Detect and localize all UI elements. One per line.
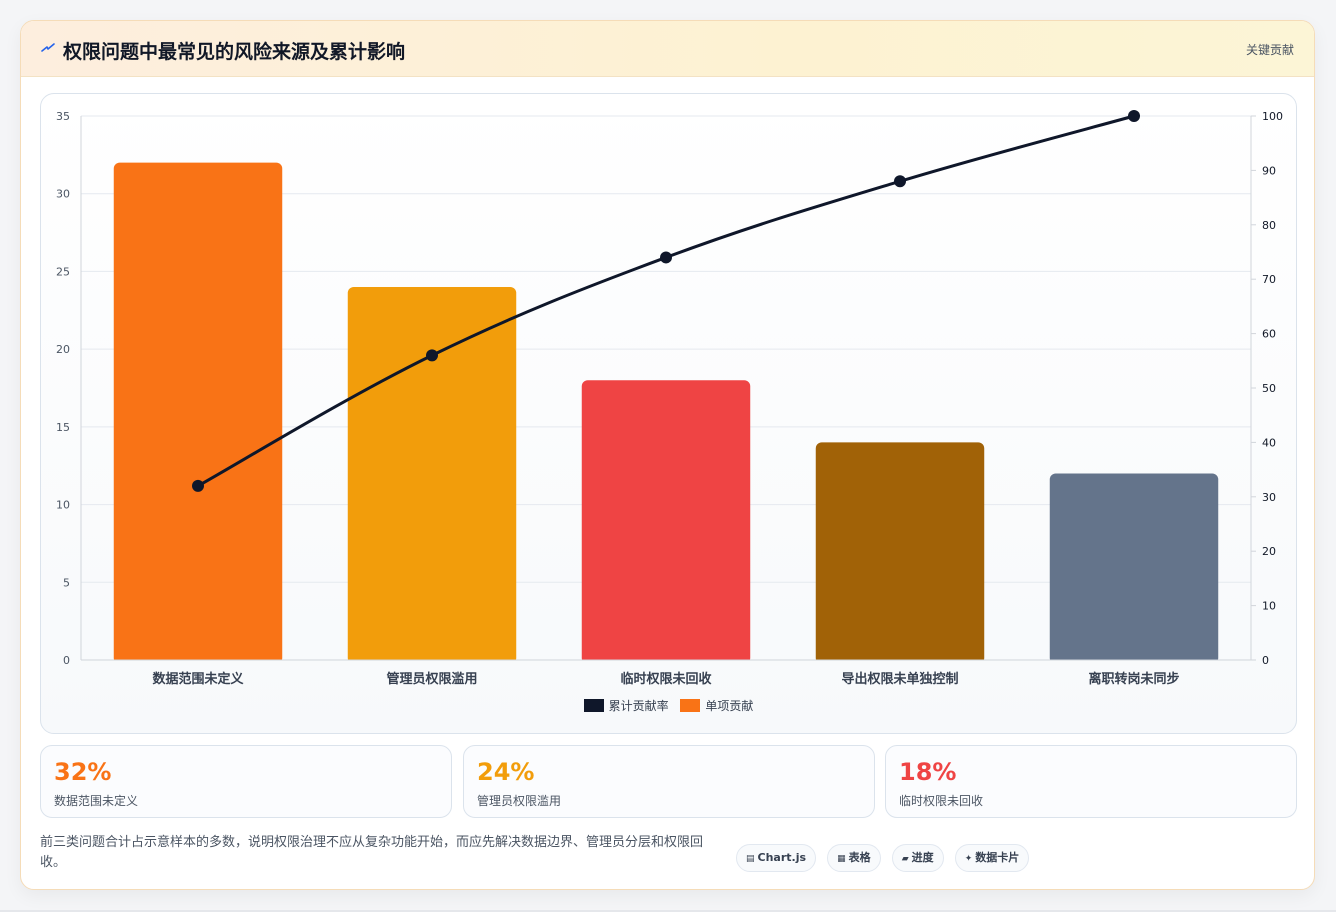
y-right-tick-label: 100 [1262, 110, 1283, 123]
legend-item-cumulative[interactable]: 累计贡献率 [583, 697, 669, 714]
pareto-chart: 0 5 10 15 20 25 30 35 0 10 20 30 40 50 60 70 80 90 100 数据范围… [56, 110, 1283, 687]
stat-label: 数据范围未定义 [54, 794, 139, 808]
y-left-tick-label: 30 [56, 188, 70, 201]
legend-swatch-cumulative [583, 699, 604, 712]
chart-legend: 累计贡献率 单项贡献 [41, 697, 1296, 714]
x-tick-label: 临时权限未回收 [620, 671, 712, 687]
cumulative-point [426, 349, 438, 362]
cumulative-point [1128, 110, 1140, 122]
chip-chartjs[interactable]: ▤ Chart.js [736, 844, 817, 872]
stat-card-data-scope: 32% 数据范围未定义 [40, 745, 452, 818]
chip-data-card[interactable]: ✦ 数据卡片 [954, 844, 1030, 872]
y-right-tick-label: 30 [1262, 491, 1276, 504]
stat-card-temp-permission: 18% 临时权限未回收 [885, 745, 1297, 818]
y-right-tick-label: 10 [1262, 600, 1276, 613]
stat-label: 临时权限未回收 [899, 794, 984, 808]
y-right-tick-label: 80 [1262, 219, 1276, 232]
window-bottom-edge [0, 910, 1336, 912]
bar [113, 162, 283, 664]
legend-label-cumulative: 累计贡献率 [608, 699, 669, 713]
y-right-tick-label: 0 [1262, 654, 1269, 667]
x-tick-label: 数据范围未定义 [152, 671, 244, 687]
x-tick-label: 离职转岗未同步 [1088, 671, 1179, 687]
table-icon: ▦ [837, 854, 846, 864]
lightning-icon [41, 43, 55, 52]
bar [581, 380, 751, 664]
y-left-tick-label: 10 [56, 499, 70, 512]
feature-chips: ▤ Chart.js ▦ 表格 ▰ 进度 ✦ 数据卡片 [736, 844, 1035, 872]
y-right-tick-label: 70 [1262, 273, 1276, 286]
sparkle-icon: ✦ [964, 854, 973, 864]
bar [1049, 473, 1219, 664]
y-left-tick-label: 35 [56, 110, 70, 123]
plot-baseline-mask [82, 660, 1250, 666]
stat-label: 管理员权限滥用 [477, 794, 562, 808]
legend-label-single: 单项贡献 [705, 699, 754, 713]
y-right-tick-label: 60 [1262, 328, 1276, 341]
chip-progress[interactable]: ▰ 进度 [891, 844, 944, 872]
y-left-tick-label: 20 [56, 343, 70, 356]
y-left-tick-label: 25 [56, 265, 70, 278]
y-left-tick-label: 0 [63, 654, 70, 667]
chart-card: 权限问题中最常见的风险来源及累计影响 关键贡献 0 5 10 15 20 25 30 35 0 1… [20, 20, 1315, 890]
chip-label: Chart.js [757, 851, 807, 864]
legend-swatch-single [680, 699, 701, 712]
bar [815, 442, 985, 664]
chip-label: 进度 [911, 851, 934, 864]
header-tag: 关键贡献 [1245, 43, 1294, 57]
y-left-tick-label: 5 [63, 576, 70, 589]
stat-card-admin-abuse: 24% 管理员权限滥用 [463, 745, 875, 818]
y-right-tick-label: 20 [1262, 545, 1276, 558]
chip-label: 表格 [848, 851, 871, 864]
page-title: 权限问题中最常见的风险来源及累计影响 [63, 41, 406, 63]
y-left-tick-label: 15 [56, 421, 70, 434]
chart-panel: 0 5 10 15 20 25 30 35 0 10 20 30 40 50 60 70 80 90 100 数据范围… [40, 93, 1297, 734]
x-tick-label: 导出权限未单独控制 [841, 671, 958, 687]
chip-label: 数据卡片 [975, 851, 1020, 864]
cumulative-point [894, 175, 906, 188]
progress-icon: ▰ [901, 854, 909, 864]
x-tick-label: 管理员权限滥用 [386, 671, 477, 687]
cumulative-point [660, 251, 672, 264]
y-right-tick-label: 40 [1262, 436, 1276, 449]
y-right-tick-label: 50 [1262, 382, 1276, 395]
chip-table[interactable]: ▦ 表格 [827, 844, 881, 872]
stat-value: 18% [899, 758, 957, 786]
card-header: 权限问题中最常见的风险来源及累计影响 关键贡献 [21, 21, 1314, 77]
chart-icon: ▤ [746, 854, 755, 864]
summary-note: 前三类问题合计占示意样本的多数，说明权限治理不应从复杂功能开始，而应先解决数据边… [40, 835, 704, 870]
cumulative-point [192, 479, 204, 492]
stat-value: 24% [477, 758, 535, 786]
y-right-tick-label: 90 [1262, 164, 1276, 177]
stat-value: 32% [54, 758, 112, 786]
legend-item-single[interactable]: 单项贡献 [680, 697, 753, 714]
bar [347, 286, 517, 664]
